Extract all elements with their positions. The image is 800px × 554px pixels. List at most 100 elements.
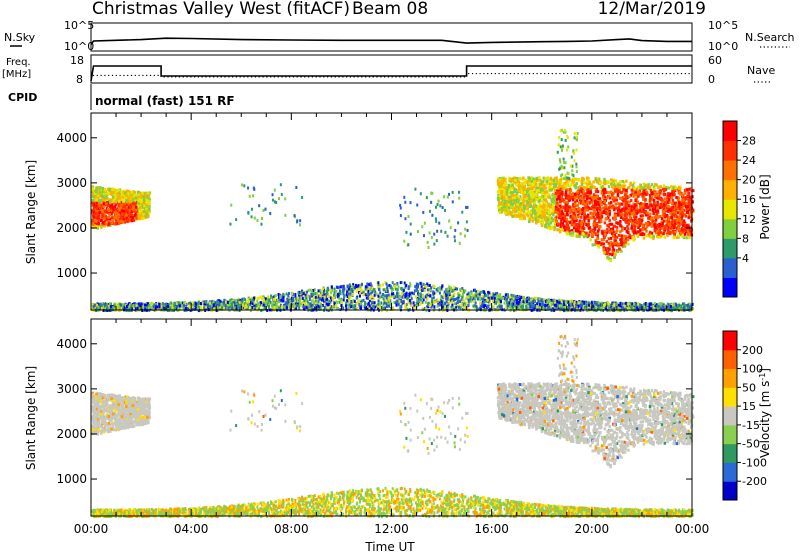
power-cell xyxy=(623,209,626,213)
power-cell xyxy=(574,200,577,204)
power-cell xyxy=(506,195,510,199)
power-cell xyxy=(591,243,595,247)
power-cell xyxy=(436,203,439,207)
power-cell xyxy=(550,217,554,221)
power-cell xyxy=(129,194,133,198)
power-cell xyxy=(567,228,571,232)
power-cell xyxy=(652,206,655,210)
power-cell xyxy=(538,206,542,210)
power-cell xyxy=(95,198,98,202)
power-cell xyxy=(526,213,530,217)
power-cell xyxy=(687,223,690,227)
power-cell xyxy=(579,215,583,219)
power-cell xyxy=(409,201,412,205)
power-cell xyxy=(496,190,500,194)
power-cell xyxy=(555,181,558,185)
power-cell xyxy=(601,201,604,205)
power-cell xyxy=(127,206,131,210)
power-cell xyxy=(421,307,424,311)
power-cell xyxy=(500,181,503,185)
power-cell xyxy=(119,207,123,211)
nave-label: Nave xyxy=(747,64,775,77)
power-cell xyxy=(568,205,571,209)
power-cell xyxy=(582,219,586,223)
power-cell xyxy=(507,198,511,202)
power-cell xyxy=(500,184,504,188)
power-cell xyxy=(526,189,529,193)
power-cell xyxy=(672,190,676,194)
power-cell xyxy=(563,224,566,228)
power-cell xyxy=(142,212,146,216)
power-cell xyxy=(604,190,608,194)
power-cell xyxy=(639,183,642,187)
nsky-series-line xyxy=(90,37,692,45)
power-cell xyxy=(602,245,605,249)
power-cell xyxy=(678,228,681,232)
power-cell xyxy=(625,210,628,214)
power-cell xyxy=(640,219,644,223)
power-cell xyxy=(303,307,306,311)
power-cell xyxy=(553,199,557,203)
power-cell xyxy=(110,203,114,207)
power-cell xyxy=(421,300,424,304)
power-cell xyxy=(549,221,553,225)
power-cell xyxy=(556,203,560,207)
power-cell xyxy=(520,187,523,191)
power-cell xyxy=(578,232,582,236)
power-cell xyxy=(585,223,588,227)
power-cell xyxy=(671,218,674,222)
power-cell xyxy=(577,201,581,205)
power-cell xyxy=(596,195,599,199)
power-cell xyxy=(680,233,683,237)
power-cell xyxy=(614,252,617,256)
power-cell xyxy=(623,193,627,197)
power-cell xyxy=(506,199,509,203)
power-cell xyxy=(592,180,595,184)
power-cell xyxy=(565,220,569,224)
power-cell xyxy=(681,198,684,202)
power-cell xyxy=(121,190,125,194)
power-cell xyxy=(539,185,543,189)
power-cell xyxy=(666,207,670,211)
power-cell xyxy=(589,216,593,220)
power-cell xyxy=(671,201,674,205)
power-cell xyxy=(556,211,560,215)
power-cell xyxy=(656,204,659,208)
power-cell xyxy=(145,212,149,216)
power-cell xyxy=(510,186,514,190)
power-cell xyxy=(129,206,132,210)
power-cell xyxy=(520,210,524,214)
power-cell xyxy=(559,200,562,204)
power-cell xyxy=(571,198,575,202)
power-cell xyxy=(673,222,677,226)
power-cell xyxy=(581,185,584,189)
power-cell xyxy=(98,199,101,203)
power-cell xyxy=(115,213,118,217)
power-cell xyxy=(593,227,597,231)
power-cell xyxy=(669,211,672,215)
power-cell xyxy=(91,198,95,202)
power-cell xyxy=(120,215,123,219)
power-cell xyxy=(617,210,620,214)
power-cell xyxy=(497,199,501,203)
power-cell xyxy=(674,208,678,212)
power-cell xyxy=(655,227,659,231)
power-cell xyxy=(143,191,147,195)
power-cell xyxy=(346,288,349,292)
power-cell xyxy=(321,303,324,307)
power-cell xyxy=(601,193,605,197)
power-cell xyxy=(558,197,561,201)
power-cell xyxy=(633,206,636,210)
power-cell xyxy=(635,197,638,201)
power-cell xyxy=(592,197,595,201)
power-cell xyxy=(580,222,584,226)
power-cell xyxy=(643,199,647,203)
power-cell xyxy=(625,213,628,217)
power-cell xyxy=(564,201,567,205)
power-cell xyxy=(558,214,562,218)
power-cell xyxy=(667,225,671,229)
power-cell xyxy=(627,218,631,222)
power-cell xyxy=(599,215,603,219)
power-cell xyxy=(568,232,572,236)
power-cell xyxy=(106,203,110,207)
